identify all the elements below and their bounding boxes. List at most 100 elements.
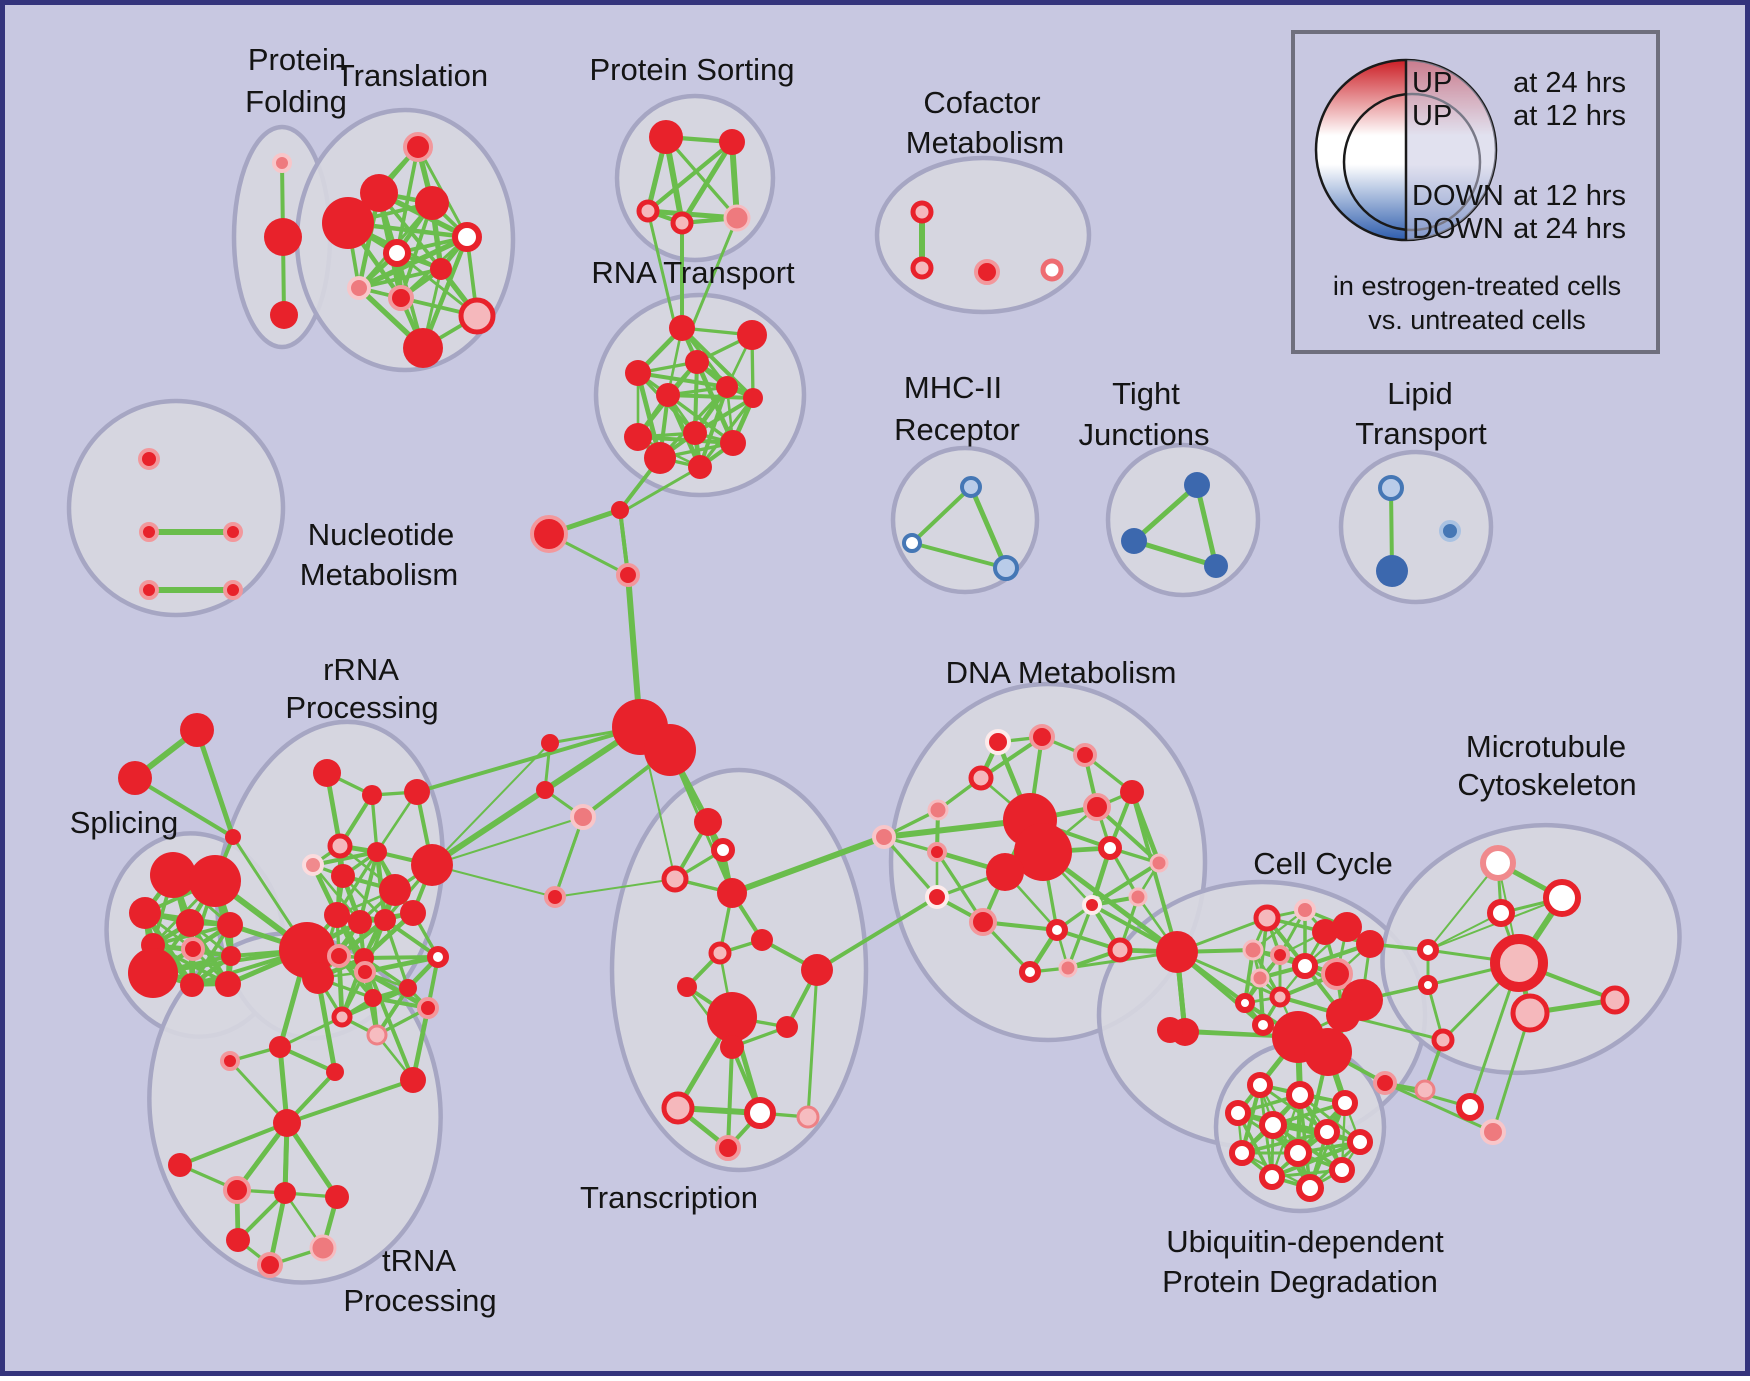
network-node-cell_cycle [1269,986,1291,1008]
network-edge [968,484,1009,571]
network-node-transcription [801,954,833,986]
network-edge [679,325,756,401]
network-node-cell_cycle [1235,993,1255,1013]
network-node-rrna [400,900,426,926]
legend-time-label: at 12 hrs [1513,180,1626,212]
legend-time-label: at 24 hrs [1513,67,1626,99]
legend-time-label: at 24 hrs [1513,213,1626,245]
network-node-dna [1073,743,1097,767]
network-node-tight [1121,528,1147,554]
network-node-ubiquitin [1284,1139,1312,1167]
cluster-label: DNA Metabolism [946,655,1177,690]
network-edge [284,1120,340,1200]
network-node-ubiquitin [1296,1174,1324,1202]
network-node-translation [458,297,496,335]
network-edge [357,849,380,925]
network-node-dna [927,842,947,862]
network-node-trna [274,1182,296,1204]
network-node-cell_cycle [1417,939,1439,961]
network-node-hub [644,724,696,776]
network-node-rrna [379,874,411,906]
network-node-ubiquitin [1332,1090,1358,1116]
network-edge [383,918,410,990]
network-node-nucleotide [223,580,243,600]
cluster-label: Splicing [70,805,179,840]
network-node-splicing [176,909,204,937]
cluster-label: Protein [248,42,346,77]
network-edge [726,1045,734,1150]
cluster-label: Microtubule [1466,729,1626,764]
network-node-protein_sorting [649,120,683,154]
network-node-nucleotide [139,580,159,600]
network-node-trna [257,1252,283,1278]
network-node-dna [1058,958,1078,978]
network-node-translation [322,197,374,249]
network-node-rrna [399,979,417,997]
cluster-label: Junctions [1079,417,1210,452]
network-edge [666,393,735,445]
network-node-transcription [708,941,732,965]
network-edge [882,835,939,899]
network-node-rna_transport [656,383,680,407]
network-node-rna_transport [625,360,651,386]
network-node-transcription [720,1035,744,1059]
network-edge [635,370,730,390]
network-node-trna [226,1228,250,1252]
network-node-chain [530,515,568,553]
network-node-trna [325,1185,349,1209]
network-node-translation [347,276,371,300]
network-node-nucleotide [139,522,159,542]
network-node-translation [403,132,433,162]
network-node-nucleotide [138,448,160,470]
network-node-rna_transport [683,421,707,445]
network-node-cell_cycle [1431,1028,1455,1052]
network-node-microtubule [1543,879,1581,917]
network-node-rrna [302,962,334,994]
network-node-ubiquitin [1286,1081,1314,1109]
network-node-transcription [661,865,689,893]
network-node-cell_cycle [1292,953,1318,979]
network-node-rrna [331,1006,353,1028]
network-node-ubiquitin [1259,1111,1287,1139]
network-edge [664,135,739,220]
network-node-rna_transport [688,455,712,479]
cluster-label: Processing [343,1283,496,1318]
network-node-dna [968,765,994,791]
network-node-dna [1128,887,1148,907]
network-node-dna [986,853,1024,891]
network-edge [431,789,546,866]
network-node-ubiquitin [1329,1157,1355,1183]
cluster-label: Transport [1355,416,1487,451]
network-node-ubiquitin [1247,1072,1273,1098]
network-node-cell_cycle [1418,975,1438,995]
network-node-transcription [776,1016,798,1038]
network-node-rna_transport [716,376,738,398]
network-node-rrna [366,1024,388,1046]
network-node-rrna [331,864,355,888]
network-node-microtubule [1480,845,1516,881]
cluster-label: Transcription [580,1180,758,1215]
network-edge [278,1015,344,1049]
network-node-splicing [180,973,204,997]
network-node-dna [1082,895,1102,915]
network-edge [1383,1081,1495,1134]
legend: UP at 24 hrs UP at 12 hrs DOWN at 12 hrs DOWN a… [1291,30,1660,354]
network-node-dna [985,729,1011,755]
cluster-ellipse-tight-junctions [1105,442,1261,598]
network-edge [1240,1130,1329,1155]
legend-footer-text: in estrogen-treated cells [1333,271,1621,301]
cluster-ellipse-lipid-transport [1338,449,1494,605]
network-edge [645,139,735,214]
network-node-hub_sat [570,804,596,830]
network-node-dna [872,825,896,849]
network-node-dna [1107,937,1133,963]
network-node-translation [430,258,452,280]
network-node-microtubule [1480,1119,1506,1145]
cluster-label: Metabolism [300,557,459,592]
network-edge [356,234,470,291]
network-node-nucleotide [223,522,243,542]
network-edge [806,968,819,1119]
network-node-hub_sat [541,734,559,752]
network-node-microtubule [1510,993,1550,1033]
